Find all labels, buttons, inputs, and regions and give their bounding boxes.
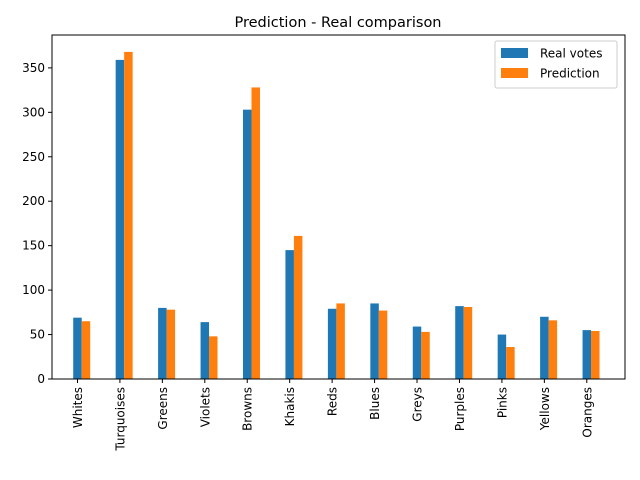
x-tick-label-blues: Blues	[368, 387, 382, 420]
x-tick-label-oranges: Oranges	[580, 387, 594, 438]
bar-real-votes-browns	[243, 109, 252, 380]
x-tick-label-yellows: Yellows	[538, 387, 552, 431]
bar-real-votes-yellows	[540, 316, 549, 379]
bar-real-votes-reds	[327, 308, 337, 379]
y-tick-label: 150	[22, 239, 45, 253]
x-axis: Whites Turquoises Greens Violets Browns Khaki…	[71, 379, 594, 452]
x-tick-label-khakis: Khakis	[283, 387, 297, 426]
chart-title: Prediction - Real comparison	[234, 15, 441, 31]
legend-swatch-real-votes	[501, 48, 528, 58]
x-tick-label-reds: Reds	[326, 387, 340, 416]
legend-label-prediction: Prediction	[540, 67, 600, 81]
bar-real-votes-oranges	[582, 330, 592, 379]
bar-real-votes-greens	[158, 307, 167, 379]
bar-prediction-oranges	[591, 331, 600, 379]
bar-real-votes-whites	[73, 317, 82, 379]
bar-prediction-purples	[463, 307, 473, 379]
y-tick-label: 300	[22, 105, 45, 119]
y-tick-label: 350	[22, 61, 45, 75]
bar-real-votes-violets	[200, 322, 210, 379]
bar-real-votes-purples	[455, 306, 464, 379]
x-tick-label-browns: Browns	[241, 387, 255, 431]
bar-prediction-greys	[421, 331, 430, 379]
plot-frame	[51, 34, 626, 380]
bar-real-votes-khakis	[285, 250, 294, 379]
x-tick-label-violets: Violets	[198, 387, 212, 427]
bar-prediction-whites	[81, 321, 91, 379]
bar-prediction-pinks	[506, 347, 515, 379]
bar-prediction-khakis	[293, 235, 303, 379]
bar-prediction-greens	[166, 309, 176, 379]
y-tick-label: 100	[22, 283, 45, 297]
y-axis: 0 50 100 150 200 250 300 350	[22, 61, 52, 386]
bar-prediction-violets	[209, 336, 218, 379]
x-tick-label-greys: Greys	[411, 387, 425, 422]
bar-real-votes-blues	[370, 303, 379, 379]
bar-real-votes-greys	[412, 326, 422, 379]
y-tick-label: 200	[22, 194, 45, 208]
x-tick-label-greens: Greens	[156, 387, 170, 430]
x-tick-label-turquoises: Turquoises	[113, 387, 127, 452]
bar-prediction-blues	[378, 310, 388, 379]
y-tick-label: 50	[30, 328, 45, 342]
x-tick-label-pinks: Pinks	[495, 387, 509, 418]
legend-swatch-prediction	[501, 68, 528, 78]
bar-real-votes-pinks	[497, 334, 507, 379]
y-tick-label: 250	[22, 150, 45, 164]
legend: Real votes Prediction	[494, 40, 618, 89]
bar-prediction-yellows	[548, 320, 558, 379]
x-tick-label-whites: Whites	[71, 387, 85, 428]
legend-label-real-votes: Real votes	[540, 47, 602, 61]
bar-prediction-reds	[336, 303, 345, 379]
bar-real-votes-turquoises	[115, 59, 125, 379]
bar-prediction-browns	[251, 87, 260, 379]
x-tick-label-purples: Purples	[453, 387, 467, 431]
bars-group	[73, 51, 600, 380]
y-tick-label: 0	[37, 372, 45, 386]
bar-prediction-turquoises	[124, 51, 133, 379]
